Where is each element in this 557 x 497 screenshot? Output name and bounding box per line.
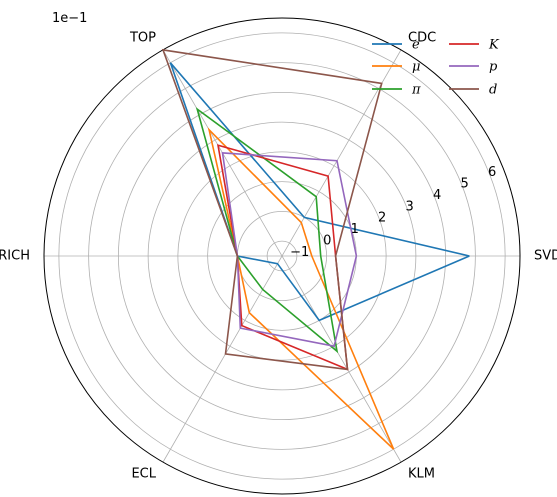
axis-label-0: SVD [534,249,557,264]
legend-label-1: μ [412,60,420,75]
legend: eμπ Kpd [372,38,500,98]
grid-spoke-5 [281,255,402,463]
axis-label-4: ECL [131,467,156,482]
radial-tick-label-3: 2 [378,211,386,226]
series-line-5 [161,48,383,371]
scale-exponent-label: 1e−1 [52,11,87,26]
radial-tick-label-4: 3 [406,199,414,214]
legend-label-4: p [489,60,498,75]
legend-label-3: K [488,38,500,53]
radial-tick-label-5: 4 [433,188,441,203]
radial-tick-label-0: −1 [290,245,309,260]
radial-tick-label-6: 5 [461,176,469,191]
legend-label-0: e [412,38,420,53]
outer-frame [43,17,521,495]
series-lines [161,48,470,450]
radial-tick-labels: −1 0 1 2 3 4 5 6 [290,165,496,260]
axis-label-2: TOP [129,30,156,45]
axis-label-3: ARICH [0,249,30,264]
axis-label-1: CDC [408,30,436,45]
axis-labels: SVD CDC TOP ARICH ECL KLM [0,30,557,481]
axis-label-5: KLM [408,467,435,482]
legend-label-2: π [411,83,421,98]
grid-spoke-4 [162,255,283,463]
radial-tick-label-1: 0 [323,233,331,248]
polar-grid [43,17,521,495]
radial-tick-label-7: 6 [488,165,496,180]
radial-tick-label-2: 1 [351,222,359,237]
legend-label-5: d [489,83,497,98]
